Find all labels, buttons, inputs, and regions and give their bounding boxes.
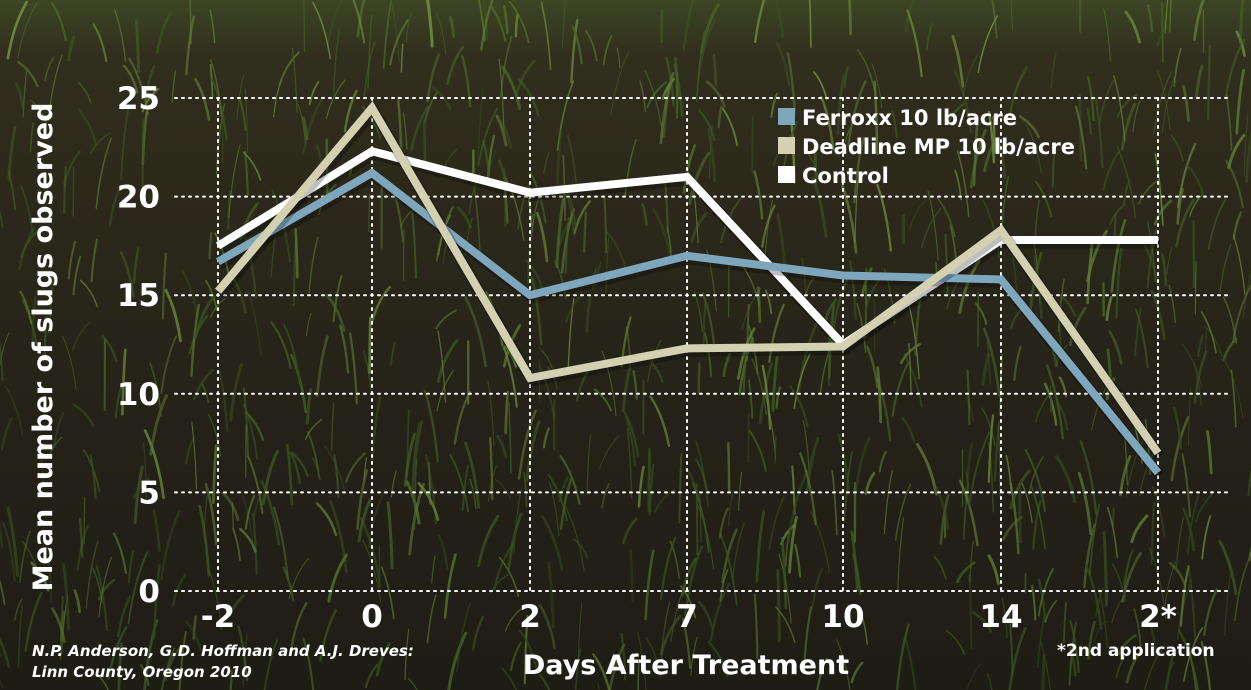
legend-swatch [778,137,795,154]
y-tick-label: 25 [117,81,160,117]
series-line-ferroxx-10-lb-acre [216,168,1162,476]
x-tick-label: 10 [821,599,864,635]
credit-line-1: N.P. Anderson, G.D. Hoffman and A.J. Dre… [32,642,414,660]
y-tick-label: 5 [138,475,160,511]
series-line-control [215,146,1158,350]
y-tick-label: 15 [117,278,160,314]
series-lines [214,100,1165,480]
legend-label: Ferroxx 10 lb/acre [802,106,1017,130]
legend-swatch [778,108,795,125]
series-line-deadline-mp-10-lb-acre [214,100,1162,456]
x-tick-label: 2* [1139,599,1177,635]
x-tick-label: 14 [979,599,1022,635]
y-axis-title: Mean number of slugs observed [28,103,59,592]
y-tick-label: 10 [117,377,160,413]
x-axis-title: Days After Treatment [523,650,849,681]
x-tick-label: 7 [676,599,698,635]
source-credit: N.P. Anderson, G.D. Hoffman and A.J. Dre… [32,641,414,683]
legend: Ferroxx 10 lb/acre Deadline MP 10 lb/acre… [778,106,1075,188]
x-tick-label: 2 [519,599,541,635]
legend-label: Control [802,164,889,188]
x-tick-label: -2 [201,599,235,635]
y-axis-ticks: 0 5 10 15 20 25 [117,81,160,610]
gridlines [174,97,1231,592]
y-tick-label: 20 [117,180,160,216]
series-line-shadow [217,169,1165,480]
y-tick-label: 0 [138,574,160,610]
credit-line-2: Linn County, Oregon 2010 [32,663,252,681]
x-tick-label: 0 [361,599,383,635]
footnote: *2nd application [1057,641,1215,661]
legend-label: Deadline MP 10 lb/acre [802,135,1075,159]
x-axis-ticks: -2 0 2 7 10 14 2* [201,599,1177,635]
legend-swatch [778,166,795,183]
